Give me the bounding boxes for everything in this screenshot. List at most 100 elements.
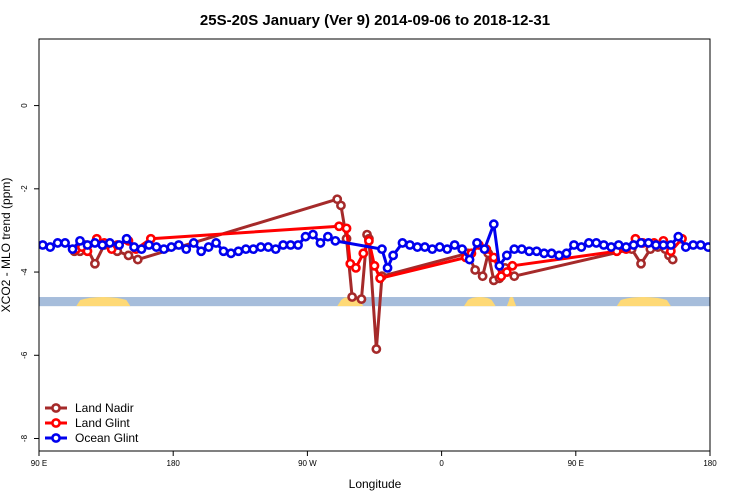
point-ocean-glint-64 [554,250,564,261]
point-ocean-glint-33 [285,240,296,250]
point-ocean-glint-67 [576,242,587,252]
land-segment-2 [463,297,496,307]
point-ocean-glint-75 [636,238,646,248]
point-ocean-glint-66 [569,240,579,250]
point-land-nadir-19 [477,271,488,282]
point-ocean-glint-51 [457,244,468,255]
point-land-glint-15 [364,235,374,246]
point-ocean-glint-74 [628,240,639,250]
point-ocean-glint-84 [703,242,710,252]
point-ocean-glint-55 [488,219,499,230]
x-tick-label-3: 0 [439,459,444,468]
point-land-nadir-3 [90,258,100,269]
legend-label-ocean-glint: Ocean Glint [75,431,139,445]
point-ocean-glint-76 [643,238,654,248]
y-tick-label-3: -6 [20,351,29,359]
point-ocean-glint-0 [39,240,48,250]
point-ocean-glint-48 [434,242,445,252]
legend-item-ocean-glint: Ocean Glint [45,431,139,445]
point-land-nadir-31 [667,254,678,265]
point-ocean-glint-24 [218,246,229,257]
legend-marker-land-nadir [51,403,61,413]
series-layer [39,194,710,354]
point-ocean-glint-61 [531,246,542,257]
point-land-glint-16 [369,260,380,271]
point-ocean-glint-2 [52,238,63,248]
point-ocean-glint-19 [181,244,192,255]
plot-frame [38,38,711,452]
point-ocean-glint-32 [278,240,289,250]
point-ocean-glint-5 [75,235,85,246]
point-ocean-glint-18 [173,240,184,250]
point-ocean-glint-43 [397,238,408,248]
point-ocean-glint-72 [613,240,624,250]
series-line-land-nadir [74,197,674,351]
point-ocean-glint-26 [233,246,244,257]
point-land-glint-13 [350,262,361,273]
point-ocean-glint-29 [255,242,266,252]
point-land-nadir-24 [509,271,520,282]
point-ocean-glint-69 [591,238,602,248]
point-ocean-glint-56 [494,260,505,271]
y-axis: 0 -2 -4 -6 -8 [20,103,39,442]
point-ocean-glint-31 [270,244,281,255]
point-ocean-glint-70 [598,240,609,250]
point-ocean-glint-77 [651,240,661,250]
point-land-nadir-6 [123,250,134,261]
point-ocean-glint-13 [136,244,147,255]
legend-marker-land-glint [51,418,61,428]
point-ocean-glint-11 [121,233,132,244]
point-ocean-glint-58 [509,244,520,255]
point-land-glint-17 [375,273,385,284]
land-segment-3 [506,297,517,307]
point-ocean-glint-44 [405,240,415,250]
point-ocean-glint-59 [516,244,527,255]
x-axis-label: Longitude [349,477,402,491]
point-ocean-glint-50 [449,240,460,250]
point-ocean-glint-68 [583,238,594,248]
land-segment-0 [76,297,131,307]
series-ocean-glint [39,219,710,273]
point-ocean-glint-42 [388,250,399,261]
y-tick-label-0: 0 [20,103,29,108]
point-land-nadir-18 [470,265,481,275]
point-ocean-glint-10 [114,240,125,250]
y-tick-label-2: -4 [20,268,29,276]
point-ocean-glint-52 [464,254,475,265]
x-tick-label-2: 90 W [298,459,317,468]
point-land-glint-22 [488,252,499,263]
point-ocean-glint-6 [82,240,93,250]
y-tick-label-4: -8 [20,434,29,442]
point-ocean-glint-17 [166,242,177,252]
point-ocean-glint-35 [300,231,311,242]
point-ocean-glint-9 [104,238,115,248]
point-ocean-glint-79 [665,240,676,250]
point-ocean-glint-20 [188,238,199,248]
point-ocean-glint-78 [658,240,669,250]
point-ocean-glint-71 [606,242,617,252]
point-land-nadir-26 [636,258,646,269]
point-ocean-glint-62 [539,248,550,259]
point-land-glint-11 [341,223,352,234]
point-ocean-glint-28 [248,244,259,255]
point-ocean-glint-47 [427,244,438,255]
x-tick-label-4: 90 E [568,459,584,468]
point-ocean-glint-8 [97,240,108,250]
point-ocean-glint-1 [45,242,56,252]
point-ocean-glint-16 [158,244,169,255]
y-axis-label: XCO2 - MLO trend (ppm) [0,178,13,313]
point-ocean-glint-37 [315,238,326,248]
y-tick-label-1: -2 [20,185,29,193]
point-ocean-glint-57 [501,250,512,261]
point-ocean-glint-81 [680,242,691,252]
point-ocean-glint-83 [695,240,706,250]
point-land-nadir-11 [347,292,358,302]
point-ocean-glint-3 [60,238,70,248]
point-ocean-glint-82 [688,240,699,250]
point-land-glint-14 [358,248,369,259]
point-land-glint-25 [507,260,518,271]
land-segment-4 [616,297,671,307]
point-ocean-glint-14 [144,240,154,250]
x-tick-label-5: 180 [703,459,717,468]
